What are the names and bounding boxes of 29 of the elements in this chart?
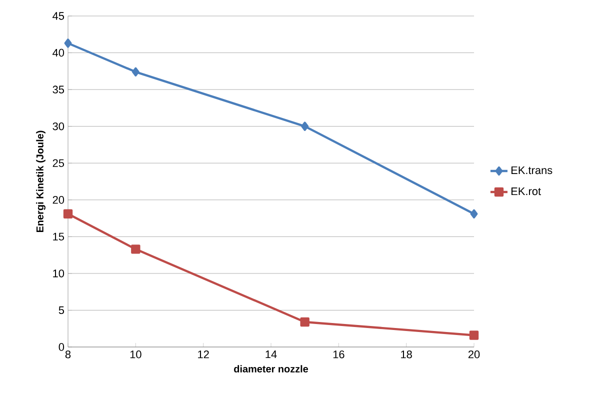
x-tick-label: 16 — [333, 350, 344, 358]
x-tick-label: 18 — [401, 350, 412, 358]
y-tick-label: 35 — [52, 86, 64, 94]
point — [300, 317, 310, 327]
point — [64, 38, 72, 48]
y-axis-title: Energi Kinetik (Joule) — [36, 130, 46, 232]
y-tick-label: 45 — [52, 12, 64, 20]
point — [470, 209, 478, 218]
y-tick-label: 40 — [52, 48, 64, 57]
point — [301, 122, 309, 131]
legend-label: EK.trans — [511, 166, 552, 174]
point — [132, 67, 140, 76]
y-tick-label: 25 — [52, 159, 64, 167]
y-tick-label: 30 — [52, 122, 64, 130]
y-tick-label: 0 — [58, 343, 64, 351]
y-tick-label: 10 — [53, 270, 64, 278]
point — [63, 209, 73, 218]
legend-label: EK.rot — [511, 188, 541, 196]
x-tick-label: 10 — [130, 350, 142, 358]
y-tick-label: 20 — [52, 196, 64, 204]
point — [469, 330, 479, 340]
x-tick-label: 14 — [266, 350, 277, 358]
point — [131, 244, 140, 254]
x-tick-label: 20 — [468, 350, 480, 358]
y-tick-label: 5 — [58, 306, 64, 314]
x-axis-title: diameter nozzle — [234, 365, 308, 372]
y-tick-label: 15 — [53, 232, 64, 240]
x-tick-label: 12 — [198, 350, 209, 358]
x-tick-label: 8 — [65, 350, 71, 358]
